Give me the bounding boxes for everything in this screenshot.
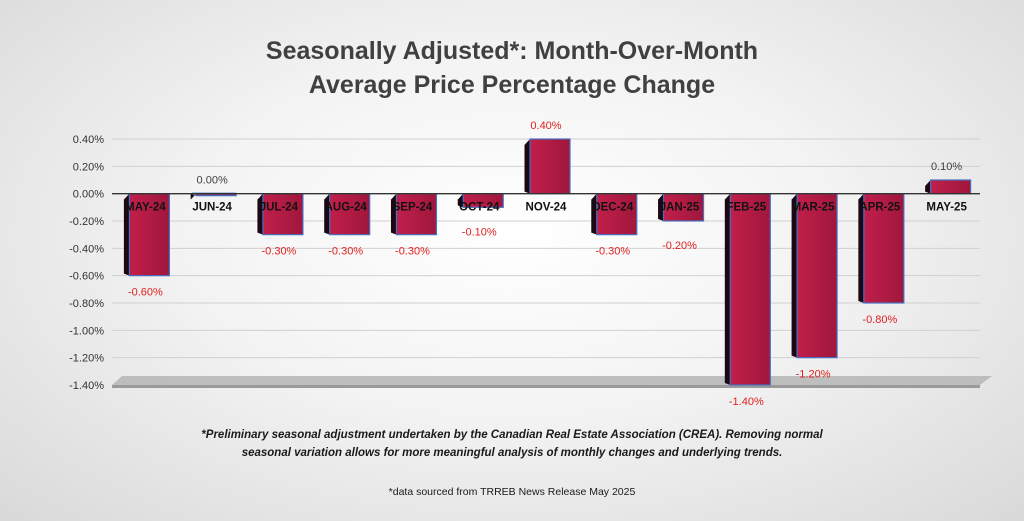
x-category-label: MAR-25: [792, 202, 835, 214]
x-category-label: MAY-25: [926, 202, 967, 214]
chart-title: Seasonally Adjusted*: Month-Over-Month A…: [0, 34, 1024, 102]
chart-floor-edge: [112, 385, 980, 388]
y-tick-label: 0.20%: [73, 161, 104, 173]
y-tick-label: 0.00%: [73, 189, 104, 201]
bar-side: [390, 193, 397, 235]
data-label: -1.20%: [796, 369, 831, 381]
bar: [729, 193, 771, 386]
x-category-label: AUG-24: [325, 202, 368, 214]
bar: [596, 193, 638, 236]
x-category-label: OCT-24: [459, 202, 500, 214]
y-tick-label: -1.40%: [69, 380, 104, 392]
footnote-line-2: seasonal variation allows for more meani…: [241, 447, 783, 459]
bar-side: [123, 193, 130, 276]
data-label: -0.30%: [261, 246, 296, 258]
bar: [930, 179, 972, 195]
bar-side: [925, 180, 931, 194]
bar: [329, 193, 371, 236]
bar-side: [658, 193, 664, 221]
x-category-label: DEC-24: [592, 202, 634, 214]
y-tick-label: -0.40%: [69, 243, 104, 255]
x-category-label: FEB-25: [726, 202, 766, 214]
x-category-label: JUL-24: [260, 202, 299, 214]
y-tick-label: -0.80%: [69, 298, 104, 310]
bar: [262, 193, 304, 236]
bar-side: [791, 193, 798, 358]
data-label: -1.40%: [729, 396, 764, 408]
x-category-label: APR-25: [859, 202, 901, 214]
bar-side: [591, 193, 597, 235]
y-tick-label: -1.00%: [69, 325, 104, 337]
x-category-label: SEP-24: [393, 202, 433, 214]
data-label: -0.60%: [128, 287, 163, 299]
data-label: -0.30%: [328, 246, 363, 258]
footnote: *Preliminary seasonal adjustment underta…: [0, 426, 1024, 462]
source-note: *data sourced from TRREB News Release Ma…: [388, 486, 636, 498]
data-label: 0.40%: [530, 120, 561, 132]
data-label: 0.00%: [197, 175, 228, 187]
data-label: -0.30%: [395, 246, 430, 258]
title-line-1: Seasonally Adjusted*: Month-Over-Month: [265, 37, 759, 65]
x-category-label: JAN-25: [660, 202, 700, 214]
bar-side: [324, 193, 330, 235]
data-label: 0.10%: [931, 161, 962, 173]
bar: [796, 193, 838, 359]
bar-side: [457, 193, 464, 208]
bar: [662, 193, 705, 222]
data-label: -0.30%: [595, 246, 630, 258]
title-line-2: Average Price Percentage Change: [308, 71, 716, 99]
data-label: -0.20%: [662, 240, 697, 252]
bar-side: [524, 139, 530, 194]
bar: [395, 193, 438, 236]
bar-side: [190, 193, 197, 200]
x-category-label: JUN-24: [192, 202, 232, 214]
bar: [529, 138, 571, 195]
data-label: -0.10%: [462, 226, 497, 238]
bar-side: [257, 193, 263, 235]
y-tick-label: 0.40%: [73, 134, 104, 146]
bar-side: [724, 193, 731, 385]
x-category-label: MAY-24: [125, 202, 166, 214]
y-tick-label: -0.60%: [69, 271, 104, 283]
y-tick-label: -0.20%: [69, 216, 104, 228]
bar-side: [858, 193, 864, 303]
x-category-label: NOV-24: [526, 202, 568, 214]
data-label: -0.80%: [862, 314, 897, 326]
footnote-line-1: *Preliminary seasonal adjustment underta…: [201, 429, 823, 441]
bar: [128, 193, 170, 277]
chart-floor: [112, 376, 992, 385]
y-tick-label: -1.20%: [69, 353, 104, 365]
